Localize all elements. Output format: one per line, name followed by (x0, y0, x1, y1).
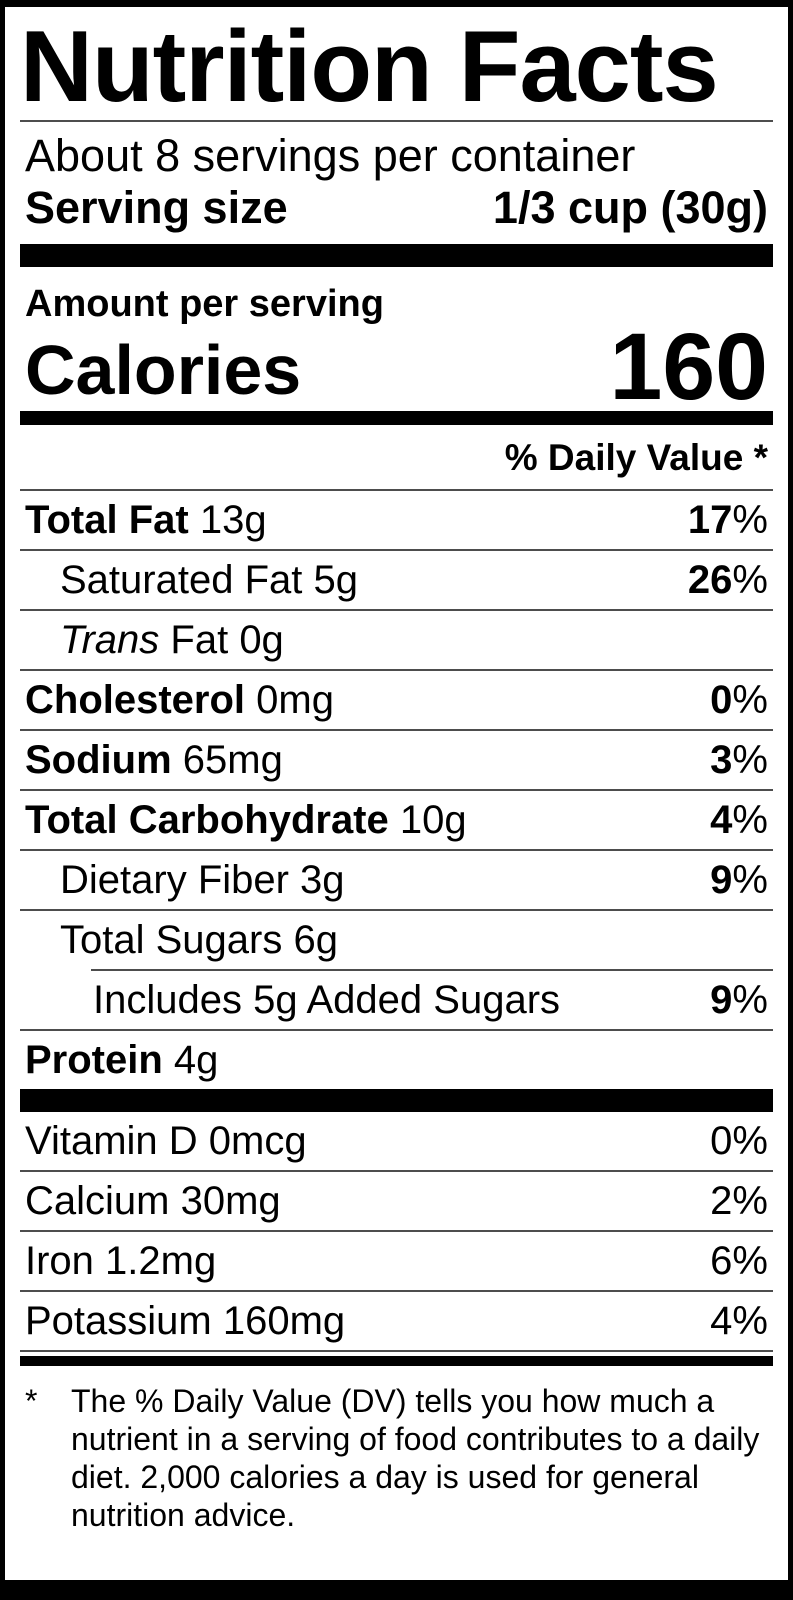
daily-value: 0% (710, 1119, 768, 1164)
serving-size-label: Serving size (25, 182, 288, 234)
footnote: * The % Daily Value (DV) tells you how m… (20, 1366, 773, 1534)
amount-per-serving-label: Amount per serving (25, 283, 384, 326)
daily-value: 9% (710, 858, 768, 903)
nutrient-amount: Fat 0g (170, 618, 284, 663)
serving-section: About 8 servings per container Serving s… (20, 130, 773, 244)
nutrient-amount: 13g (199, 498, 267, 543)
nutrient-row-total-fat: Total Fat 13g 17% (20, 491, 773, 549)
row-divider (20, 909, 773, 912)
label-title: Nutrition Facts (20, 11, 719, 123)
vitamin-row-potassium: Potassium 160mg 4% (20, 1292, 773, 1350)
footnote-text: The % Daily Value (DV) tells you how muc… (71, 1383, 760, 1534)
thick-divider-protein (20, 1089, 773, 1113)
vitamin-name: Potassium 160mg (25, 1299, 346, 1344)
medium-divider-calories (20, 411, 773, 426)
nutrient-name: Cholesterol 0mg (25, 678, 334, 723)
nutrient-name: Protein 4g (25, 1038, 219, 1083)
nutrient-name: Total Sugars 6g (60, 918, 338, 963)
nutrient-row-sodium: Sodium 65mg 3% (20, 731, 773, 789)
row-divider (20, 1029, 773, 1032)
nutrient-row-added-sugars: Includes 5g Added Sugars 9% (20, 971, 773, 1029)
calories-row: Calories 160 (25, 314, 768, 421)
nutrient-row-dietary-fiber: Dietary Fiber 3g 9% (20, 851, 773, 909)
row-divider-indented (91, 969, 773, 972)
daily-value: 4% (710, 798, 768, 843)
row-divider (20, 1290, 773, 1293)
serving-size-value: 1/3 cup (30g) (492, 182, 768, 234)
vitamin-name: Calcium 30mg (25, 1179, 281, 1224)
divider-under-title (20, 120, 773, 123)
vitamin-row-iron: Iron 1.2mg 6% (20, 1232, 773, 1290)
daily-value: 0% (710, 678, 768, 723)
nutrient-amount: 4g (173, 1038, 219, 1083)
nutrient-name: Total Fat 13g (25, 498, 267, 543)
divider-above-footnote (20, 1356, 773, 1367)
nutrient-name: Trans Fat 0g (60, 618, 284, 663)
nutrient-amount: 65mg (182, 738, 283, 783)
row-divider (20, 1230, 773, 1233)
nutrient-row-total-carbohydrate: Total Carbohydrate 10g 4% (20, 791, 773, 849)
nutrient-name: Includes 5g Added Sugars (93, 978, 561, 1023)
vitamin-name: Iron 1.2mg (25, 1239, 217, 1284)
row-divider (20, 1350, 773, 1353)
row-divider (20, 849, 773, 852)
nutrient-row-protein: Protein 4g (20, 1031, 773, 1089)
nutrient-row-cholesterol: Cholesterol 0mg 0% (20, 671, 773, 729)
row-divider (20, 669, 773, 672)
nutrient-amount: 0mg (256, 678, 334, 723)
vitamin-row-calcium: Calcium 30mg 2% (20, 1172, 773, 1230)
row-divider (20, 789, 773, 792)
nutrient-row-total-sugars: Total Sugars 6g (20, 911, 773, 969)
daily-value: 6% (710, 1239, 768, 1284)
row-divider (20, 549, 773, 552)
calories-value: 160 (609, 314, 768, 421)
divider-dv-header (20, 489, 773, 492)
nutrient-name: Dietary Fiber 3g (60, 858, 345, 903)
daily-value: 26% (687, 558, 768, 603)
daily-value: 9% (710, 978, 768, 1023)
calories-section: Amount per serving Calories 160 (20, 267, 773, 421)
vitamin-row-vitamin-d: Vitamin D 0mcg 0% (20, 1112, 773, 1170)
row-divider (20, 729, 773, 732)
serving-size-row: Serving size 1/3 cup (30g) (25, 182, 768, 234)
calories-label: Calories (25, 331, 302, 410)
daily-value: 2% (710, 1179, 768, 1224)
footnote-marker: * (25, 1383, 38, 1420)
nutrient-row-trans-fat: Trans Fat 0g (20, 611, 773, 669)
row-divider (20, 609, 773, 612)
nutrient-name: Saturated Fat 5g (60, 558, 358, 603)
nutrient-row-saturated-fat: Saturated Fat 5g 26% (20, 551, 773, 609)
row-divider (20, 1170, 773, 1173)
servings-per-container: About 8 servings per container (25, 130, 636, 182)
daily-value: 4% (710, 1299, 768, 1344)
daily-value: 3% (710, 738, 768, 783)
nutrient-name: Sodium 65mg (25, 738, 283, 783)
daily-value-header: % Daily Value * (504, 437, 768, 479)
nutrient-name: Total Carbohydrate 10g (25, 798, 467, 843)
vitamin-name: Vitamin D 0mcg (25, 1119, 307, 1164)
daily-value: 17% (687, 498, 768, 543)
thick-divider-top (20, 244, 773, 268)
nutrient-amount: 10g (399, 798, 467, 843)
